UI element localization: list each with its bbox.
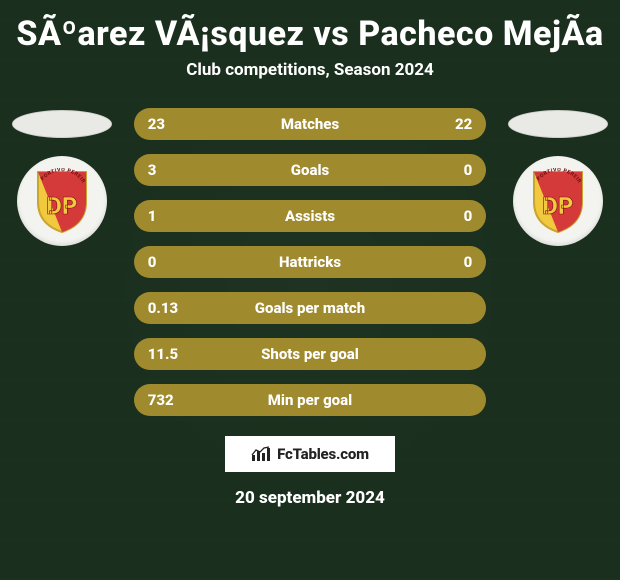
stat-left-value: 732 bbox=[148, 391, 218, 409]
stat-left-value: 23 bbox=[148, 115, 218, 133]
stat-left-value: 11.5 bbox=[148, 345, 218, 363]
player-right-club-badge: DEPORTIVO PEREIRA DP bbox=[513, 156, 603, 246]
stat-label: Assists bbox=[218, 207, 403, 225]
stat-left-value: 0.13 bbox=[148, 299, 218, 317]
page-subtitle: Club competitions, Season 2024 bbox=[0, 60, 620, 100]
stat-row: 1 Assists 0 bbox=[134, 200, 487, 232]
stat-label: Goals bbox=[218, 161, 403, 179]
date-label: 20 september 2024 bbox=[0, 472, 620, 508]
svg-text:DP: DP bbox=[46, 192, 77, 220]
stat-row: 732 Min per goal bbox=[134, 384, 487, 416]
stat-right-value: 0 bbox=[402, 161, 472, 179]
player-left-avatar-placeholder bbox=[12, 110, 112, 138]
player-left-column: DEPORTIVO PEREIRA DP bbox=[8, 100, 116, 246]
stat-left-value: 3 bbox=[148, 161, 218, 179]
player-right-avatar-placeholder bbox=[508, 110, 608, 138]
stat-label: Shots per goal bbox=[218, 345, 403, 363]
stat-right-value: 0 bbox=[402, 253, 472, 271]
stat-label: Hattricks bbox=[218, 253, 403, 271]
player-left-club-badge: DEPORTIVO PEREIRA DP bbox=[17, 156, 107, 246]
svg-text:DP: DP bbox=[543, 192, 574, 220]
stat-left-value: 0 bbox=[148, 253, 218, 271]
stat-row: 0.13 Goals per match bbox=[134, 292, 487, 324]
stat-label: Matches bbox=[218, 115, 403, 133]
page-title: SÃºarez VÃ¡squez vs Pacheco MejÃ­a bbox=[0, 0, 620, 60]
stat-right-value: 0 bbox=[402, 207, 472, 225]
stat-label: Min per goal bbox=[218, 391, 403, 409]
watermark-text: FcTables.com bbox=[277, 445, 369, 463]
stats-table: 23 Matches 22 3 Goals 0 1 Assists 0 0 Ha… bbox=[134, 100, 487, 416]
stat-row: 23 Matches 22 bbox=[134, 108, 487, 140]
chart-bars-icon bbox=[251, 446, 271, 462]
stat-row: 0 Hattricks 0 bbox=[134, 246, 487, 278]
stat-row: 3 Goals 0 bbox=[134, 154, 487, 186]
stat-label: Goals per match bbox=[218, 299, 403, 317]
stat-row: 11.5 Shots per goal bbox=[134, 338, 487, 370]
stat-left-value: 1 bbox=[148, 207, 218, 225]
source-watermark: FcTables.com bbox=[225, 436, 395, 472]
club-shield-icon: DEPORTIVO PEREIRA DP bbox=[530, 168, 586, 234]
comparison-container: DEPORTIVO PEREIRA DP 23 Matches 22 3 Goa… bbox=[0, 100, 620, 416]
player-right-column: DEPORTIVO PEREIRA DP bbox=[504, 100, 612, 246]
club-shield-icon: DEPORTIVO PEREIRA DP bbox=[34, 168, 90, 234]
stat-right-value: 22 bbox=[402, 115, 472, 133]
